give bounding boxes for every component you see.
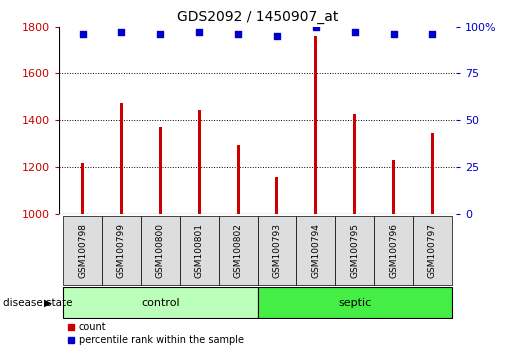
Text: GSM100801: GSM100801 — [195, 223, 204, 278]
Bar — [258, 216, 296, 285]
Text: GSM100797: GSM100797 — [428, 223, 437, 278]
Point — [273, 33, 281, 39]
Bar — [431, 133, 434, 214]
Text: GSM100802: GSM100802 — [234, 223, 243, 278]
Point — [156, 31, 164, 37]
Bar — [353, 114, 356, 214]
Bar — [63, 287, 258, 318]
Bar — [198, 110, 201, 214]
Point — [234, 31, 242, 37]
Bar — [81, 162, 84, 214]
Bar — [141, 216, 180, 285]
Bar — [258, 287, 452, 318]
Point — [117, 29, 126, 35]
Bar — [314, 36, 317, 214]
Bar — [236, 145, 239, 214]
Point — [195, 29, 203, 35]
Bar — [159, 127, 162, 214]
Point — [428, 31, 437, 37]
Bar — [219, 216, 258, 285]
Text: GSM100794: GSM100794 — [311, 223, 320, 278]
Point — [351, 29, 359, 35]
Point — [312, 24, 320, 29]
Text: septic: septic — [338, 298, 371, 308]
Bar — [276, 177, 279, 214]
Bar — [296, 216, 335, 285]
Text: GSM100793: GSM100793 — [272, 223, 281, 278]
Bar — [102, 216, 141, 285]
Bar — [392, 160, 395, 214]
Bar — [413, 216, 452, 285]
Text: disease state: disease state — [3, 298, 72, 308]
Point — [389, 31, 398, 37]
Text: ▶: ▶ — [43, 298, 52, 308]
Legend: count, percentile rank within the sample: count, percentile rank within the sample — [64, 319, 248, 349]
Bar — [335, 216, 374, 285]
Text: control: control — [141, 298, 180, 308]
Bar — [63, 216, 102, 285]
Bar — [120, 103, 123, 214]
Title: GDS2092 / 1450907_at: GDS2092 / 1450907_at — [177, 10, 338, 24]
Text: GSM100796: GSM100796 — [389, 223, 398, 278]
Bar — [180, 216, 219, 285]
Text: GSM100800: GSM100800 — [156, 223, 165, 278]
Text: GSM100795: GSM100795 — [350, 223, 359, 278]
Text: GSM100799: GSM100799 — [117, 223, 126, 278]
Text: GSM100798: GSM100798 — [78, 223, 87, 278]
Point — [78, 31, 87, 37]
Bar — [374, 216, 413, 285]
